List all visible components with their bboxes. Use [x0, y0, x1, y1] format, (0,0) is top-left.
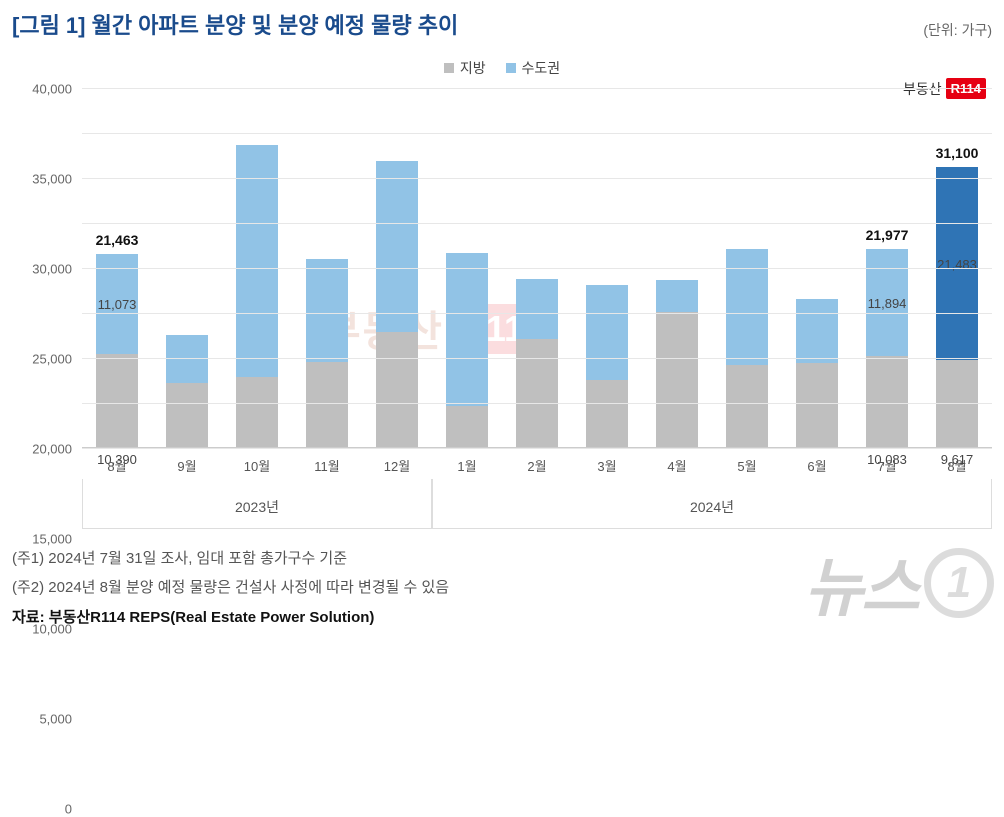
legend-item-upper: 수도권 — [506, 58, 561, 78]
bar-segment-lower — [726, 365, 768, 447]
bar-total-label: 31,100 — [936, 145, 979, 161]
bar-group — [306, 259, 348, 447]
legend-swatch-lower — [444, 63, 454, 73]
x-tick-label: 4월 — [656, 448, 698, 475]
chart: 부동산 R114 21,46311,07310,39021,97711,8941… — [12, 88, 992, 475]
gridline: 15,000 — [82, 313, 992, 314]
bar-group — [236, 145, 278, 447]
bar-segment-upper — [796, 299, 838, 364]
bar-group — [586, 285, 628, 447]
y-tick-label: 20,000 — [12, 442, 72, 457]
bar-segment-upper — [516, 279, 558, 339]
y-tick-label: 15,000 — [12, 532, 72, 547]
legend: 지방 수도권 — [12, 58, 992, 78]
y-tick-label: 25,000 — [12, 352, 72, 367]
bar-group — [516, 279, 558, 447]
y-tick-label: 35,000 — [12, 172, 72, 187]
notes: (주1) 2024년 7월 31일 조사, 임대 포함 총가구수 기준 (주2)… — [12, 545, 992, 602]
gridline: 40,000 — [82, 88, 992, 89]
bar-group: 21,46311,07310,390 — [96, 254, 138, 447]
bar-segment-lower — [586, 380, 628, 448]
legend-item-lower: 지방 — [444, 58, 486, 78]
x-axis: 8월 9월 10월 11월 12월 1월 2월 3월 4월 5월 6월 7월 8월 — [82, 448, 992, 475]
bar-segment-lower — [236, 377, 278, 447]
x-tick-label: 6월 — [796, 448, 838, 475]
gridline: 35,000 — [82, 133, 992, 134]
bar-segment-lower — [866, 356, 908, 447]
bar-segment-lower — [166, 383, 208, 447]
legend-swatch-upper — [506, 63, 516, 73]
note-2: (주2) 2024년 8월 분양 예정 물량은 건설사 사정에 따라 변경될 수… — [12, 574, 992, 603]
x-tick-label: 8월 — [936, 448, 978, 475]
note-1: (주1) 2024년 7월 31일 조사, 임대 포함 총가구수 기준 — [12, 545, 992, 574]
gridline: 5,000 — [82, 403, 992, 404]
x-tick-label: 10월 — [236, 448, 278, 475]
gridline: 25,000 — [82, 223, 992, 224]
x-tick-label: 5월 — [726, 448, 768, 475]
x-tick-label: 7월 — [866, 448, 908, 475]
x-tick-label: 12월 — [376, 448, 418, 475]
y-tick-label: 5,000 — [12, 712, 72, 727]
bar-segment-upper — [236, 145, 278, 377]
source: 자료: 부동산R114 REPS(Real Estate Power Solut… — [12, 606, 992, 627]
bar-segment-upper — [726, 249, 768, 365]
bar-group: 21,97711,89410,083 — [866, 249, 908, 447]
bar-group — [376, 161, 418, 447]
y-tick-label: 10,000 — [12, 622, 72, 637]
bar-segment-lower — [796, 363, 838, 447]
y-tick-label: 0 — [12, 802, 72, 817]
bar-segment-lower — [516, 339, 558, 447]
bar-segment-upper — [656, 280, 698, 312]
bar-segment-lower — [446, 406, 488, 447]
gridline: 10,000 — [82, 358, 992, 359]
bar-segment-upper — [586, 285, 628, 380]
plot-area: 21,46311,07310,390 21,97711,89410,083 31,1… — [82, 88, 992, 448]
y-tick-label: 40,000 — [12, 82, 72, 97]
bar-group — [726, 249, 768, 447]
bar-segment-upper — [376, 161, 418, 332]
x-tick-label: 3월 — [586, 448, 628, 475]
bar-group — [446, 253, 488, 447]
bar-upper-value-label: 11,073 — [98, 297, 137, 312]
bar-group — [796, 299, 838, 447]
x-tick-label: 2월 — [516, 448, 558, 475]
bar-total-label: 21,977 — [866, 227, 909, 243]
bar-group — [656, 280, 698, 447]
bar-upper-value-label: 11,894 — [868, 296, 907, 311]
gridline: 20,000 — [82, 268, 992, 269]
legend-label-lower: 지방 — [460, 58, 486, 78]
x-group-label: 2024년 — [432, 497, 992, 517]
bar-segment-upper — [306, 259, 348, 362]
gridline: 30,000 — [82, 178, 992, 179]
legend-label-upper: 수도권 — [522, 58, 561, 78]
bar-group — [166, 335, 208, 447]
bar-segment-lower — [96, 354, 138, 448]
x-tick-label: 8월 — [96, 448, 138, 475]
bar-segment-upper — [166, 335, 208, 383]
bar-segment-lower — [306, 362, 348, 448]
x-group-label: 2023년 — [82, 497, 432, 517]
bar-group: 31,10021,4839,617 — [936, 167, 978, 447]
bar-segment-lower — [376, 332, 418, 447]
y-tick-label: 30,000 — [12, 262, 72, 277]
bar-segment-lower — [656, 312, 698, 447]
bar-segment-upper — [446, 253, 488, 406]
bar-total-label: 21,463 — [96, 232, 139, 248]
x-tick-label: 11월 — [306, 448, 348, 475]
bar-upper-value-label: 21,483 — [937, 257, 977, 272]
x-tick-label: 1월 — [446, 448, 488, 475]
x-tick-label: 9월 — [166, 448, 208, 475]
